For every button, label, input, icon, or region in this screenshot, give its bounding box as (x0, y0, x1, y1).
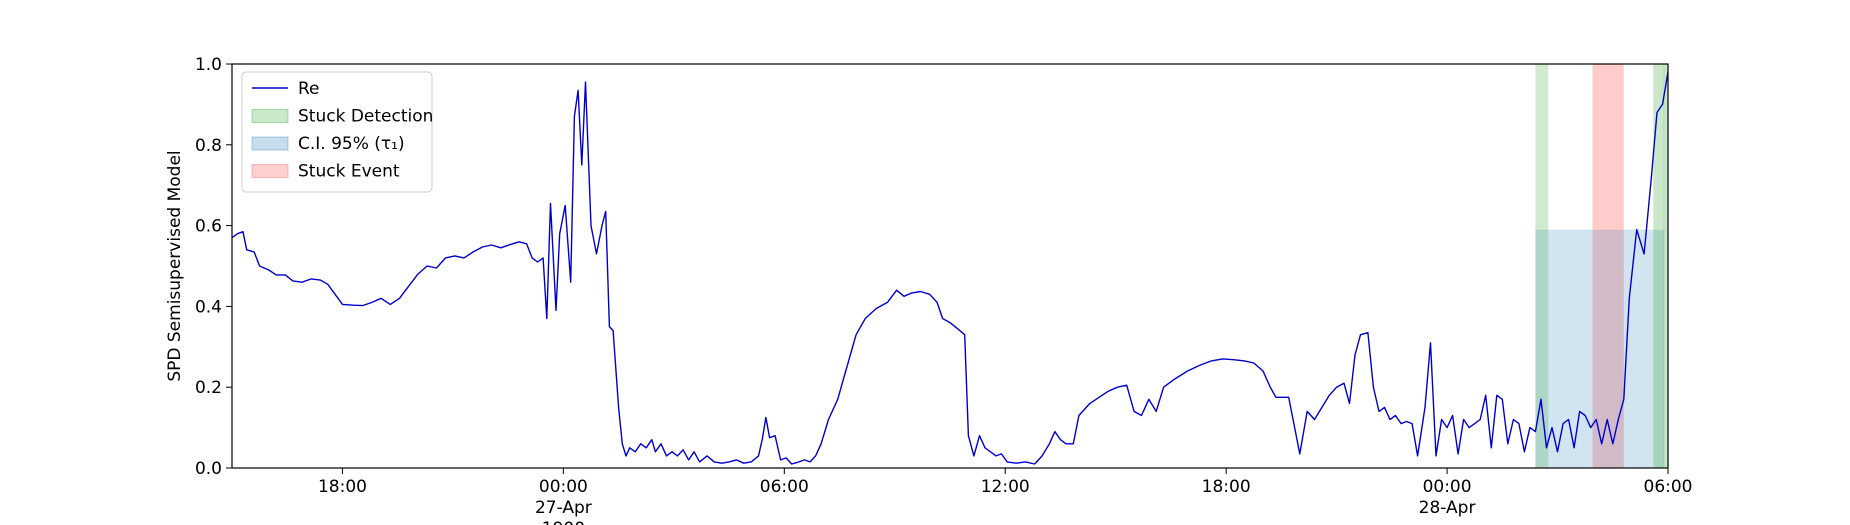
legend-label-2: C.I. 95% (τ₁) (298, 134, 405, 154)
x-tick-label: 00:00 (1423, 477, 1472, 497)
legend-label-1: Stuck Detection (298, 107, 433, 127)
x-tick-date-label: 28-Apr (1419, 498, 1476, 518)
legend-box (241, 71, 433, 193)
x-tick-label: 18:00 (1202, 477, 1251, 497)
legend-label-3: Stuck Event (298, 162, 400, 182)
band-stuck-detection-3 (1653, 64, 1665, 468)
y-tick-label: 0.4 (195, 297, 222, 317)
x-tick-date-label: 27-Apr (535, 498, 592, 518)
y-axis-label: SPD Semisupervised Model (165, 150, 185, 381)
y-tick-label: 0.6 (195, 217, 222, 237)
x-tick-label: 00:00 (539, 477, 588, 497)
y-axis: 0.0 0.2 0.4 0.6 0.8 1.0 (195, 55, 232, 479)
x-tick-label: 06:00 (760, 477, 809, 497)
band-stuck-detection-1 (1535, 64, 1549, 468)
axes-frame (231, 63, 1669, 469)
band-stuck-detection-4 (1663, 64, 1668, 468)
series-layer (231, 71, 1669, 465)
x-tick-label: 18:00 (318, 477, 367, 497)
x-tick-year-label: 1900 (542, 519, 585, 525)
legend-label-0: Re (298, 79, 320, 99)
y-tick-label: 0.8 (195, 136, 222, 156)
band-stuck-event (1592, 64, 1624, 468)
y-tick-label: 0.2 (195, 378, 222, 398)
y-tick-label: 0.0 (195, 459, 222, 479)
band-confidence-interval (1535, 229, 1665, 468)
x-tick-label: 12:00 (981, 477, 1030, 497)
y-tick-label: 1.0 (195, 55, 222, 75)
legend: Re Stuck Detection C.I. 95% (τ₁) Stuck Even… (241, 71, 433, 193)
series-line-Re (231, 71, 1669, 465)
legend-swatch-3 (251, 164, 289, 178)
band-stuck-detection-2 (1602, 64, 1624, 468)
legend-swatch-2 (251, 136, 289, 151)
legend-swatch-1 (251, 109, 289, 123)
bands-layer (1535, 64, 1668, 468)
x-axis: 18:0000:0027-Apr190006:0012:0018:0000:00… (318, 468, 1693, 525)
x-tick-label: 06:00 (1644, 477, 1693, 497)
